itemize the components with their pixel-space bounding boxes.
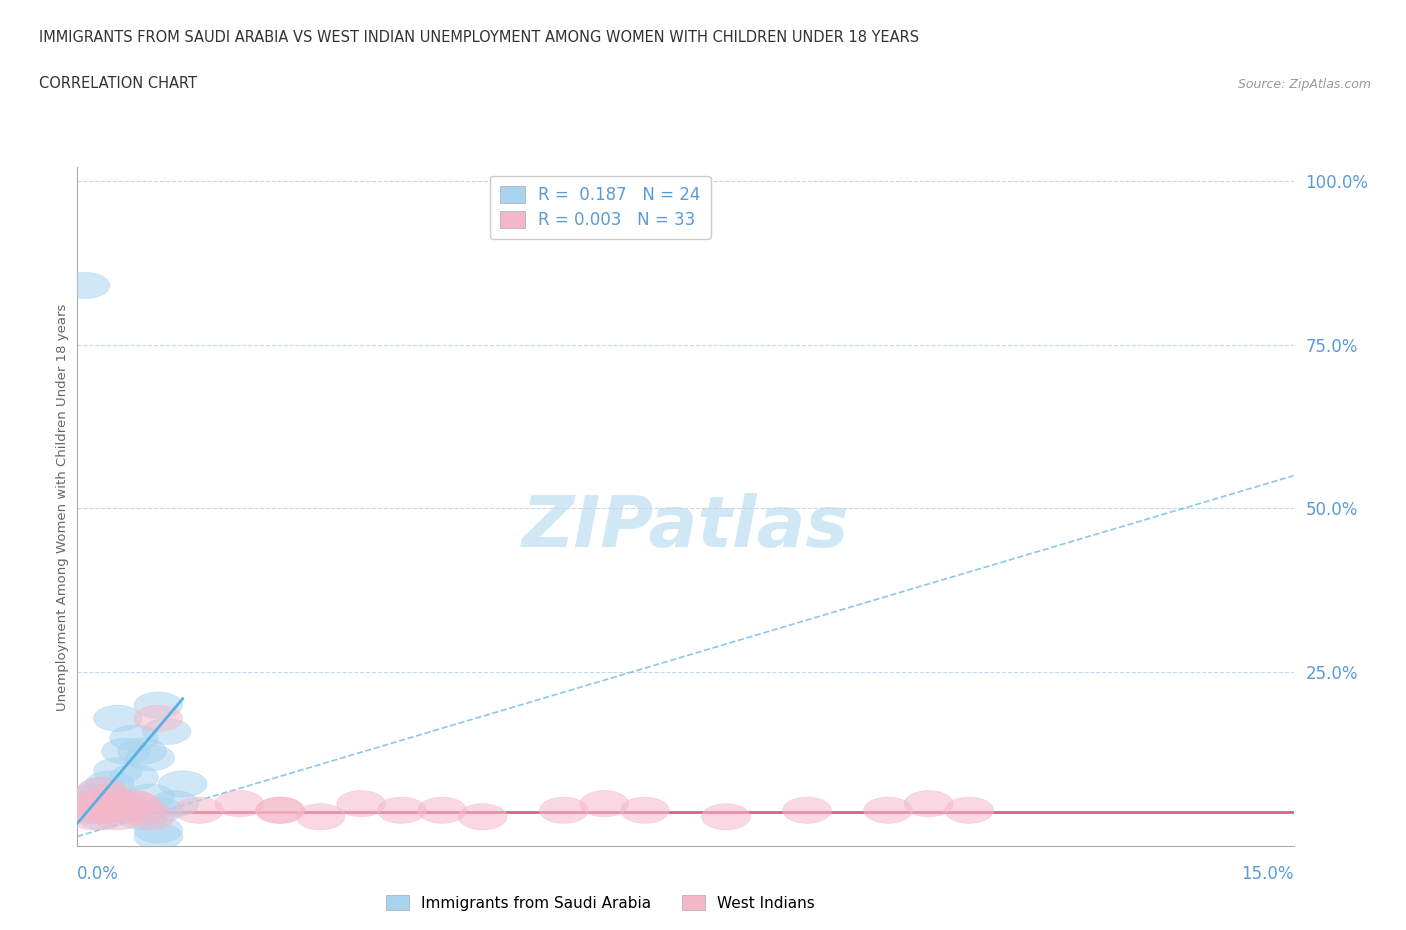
Ellipse shape: [110, 790, 159, 817]
Ellipse shape: [118, 738, 166, 764]
Ellipse shape: [77, 797, 127, 823]
Ellipse shape: [581, 790, 628, 817]
Ellipse shape: [297, 804, 344, 830]
Ellipse shape: [150, 790, 200, 817]
Ellipse shape: [945, 797, 994, 823]
Ellipse shape: [69, 790, 118, 817]
Ellipse shape: [118, 804, 166, 830]
Ellipse shape: [77, 777, 127, 804]
Ellipse shape: [458, 804, 508, 830]
Ellipse shape: [337, 790, 385, 817]
Ellipse shape: [101, 790, 150, 817]
Ellipse shape: [69, 804, 118, 830]
Text: Source: ZipAtlas.com: Source: ZipAtlas.com: [1237, 78, 1371, 91]
Ellipse shape: [77, 790, 127, 817]
Ellipse shape: [256, 797, 304, 823]
Ellipse shape: [159, 771, 207, 797]
Ellipse shape: [134, 817, 183, 843]
Ellipse shape: [77, 804, 127, 830]
Ellipse shape: [540, 797, 588, 823]
Ellipse shape: [783, 797, 831, 823]
Ellipse shape: [110, 790, 159, 817]
Legend: Immigrants from Saudi Arabia, West Indians: Immigrants from Saudi Arabia, West India…: [380, 888, 821, 917]
Text: 15.0%: 15.0%: [1241, 865, 1294, 883]
Ellipse shape: [86, 797, 134, 823]
Ellipse shape: [256, 797, 304, 823]
Ellipse shape: [215, 790, 264, 817]
Ellipse shape: [60, 272, 110, 299]
Ellipse shape: [904, 790, 953, 817]
Text: 0.0%: 0.0%: [77, 865, 120, 883]
Ellipse shape: [94, 790, 142, 817]
Ellipse shape: [142, 718, 191, 745]
Ellipse shape: [134, 797, 183, 823]
Ellipse shape: [110, 764, 159, 790]
Ellipse shape: [101, 797, 150, 823]
Ellipse shape: [863, 797, 912, 823]
Ellipse shape: [702, 804, 751, 830]
Text: IMMIGRANTS FROM SAUDI ARABIA VS WEST INDIAN UNEMPLOYMENT AMONG WOMEN WITH CHILDR: IMMIGRANTS FROM SAUDI ARABIA VS WEST IND…: [39, 30, 920, 45]
Ellipse shape: [86, 797, 134, 823]
Ellipse shape: [377, 797, 426, 823]
Ellipse shape: [69, 784, 118, 810]
Ellipse shape: [94, 705, 142, 732]
Text: CORRELATION CHART: CORRELATION CHART: [39, 76, 197, 91]
Ellipse shape: [134, 705, 183, 732]
Ellipse shape: [60, 797, 110, 823]
Text: ZIPatlas: ZIPatlas: [522, 493, 849, 562]
Ellipse shape: [620, 797, 669, 823]
Ellipse shape: [134, 823, 183, 850]
Ellipse shape: [127, 784, 174, 810]
Ellipse shape: [174, 797, 224, 823]
Ellipse shape: [134, 692, 183, 718]
Ellipse shape: [101, 738, 150, 764]
Ellipse shape: [86, 784, 134, 810]
Ellipse shape: [110, 725, 159, 751]
Ellipse shape: [86, 771, 134, 797]
Ellipse shape: [118, 797, 166, 823]
Ellipse shape: [127, 745, 174, 771]
Ellipse shape: [127, 804, 174, 830]
Ellipse shape: [94, 804, 142, 830]
Ellipse shape: [77, 777, 127, 804]
Y-axis label: Unemployment Among Women with Children Under 18 years: Unemployment Among Women with Children U…: [56, 303, 69, 711]
Ellipse shape: [69, 797, 118, 823]
Ellipse shape: [94, 758, 142, 784]
Ellipse shape: [418, 797, 467, 823]
